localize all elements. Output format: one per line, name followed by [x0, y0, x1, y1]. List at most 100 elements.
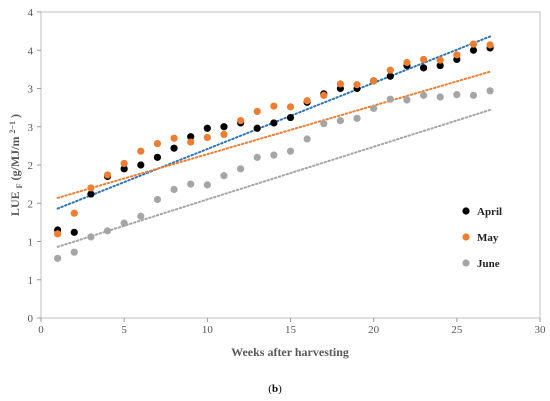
y-axis-title-subscript: F	[15, 183, 24, 188]
data-point-may	[70, 209, 78, 217]
data-point-april	[469, 46, 478, 54]
data-point-june	[253, 153, 261, 161]
data-point-june	[170, 185, 178, 194]
data-point-may	[137, 147, 145, 155]
y-tick-label: 3	[28, 122, 34, 134]
data-point-april	[419, 64, 428, 72]
data-point-may	[237, 117, 245, 125]
data-point-may	[336, 80, 344, 88]
data-point-june	[469, 91, 478, 99]
trendline-june	[56, 108, 492, 248]
x-tick-label: 10	[202, 324, 214, 336]
data-point-april	[286, 113, 295, 122]
data-point-may	[486, 41, 494, 49]
data-point-june	[137, 212, 145, 220]
y-tick-label: 2	[28, 160, 34, 172]
data-point-april	[153, 153, 162, 161]
data-point-april	[436, 61, 444, 70]
data-point-april	[386, 72, 394, 80]
data-point-may	[453, 51, 461, 59]
y-axis-title: LUE F (g/MJ/m 2−1 )	[4, 114, 25, 216]
data-point-may	[103, 171, 112, 179]
trendline-may	[56, 70, 492, 199]
data-point-june	[320, 120, 328, 128]
x-tick-label: 30	[535, 324, 547, 336]
y-axis-title-superscript: 2−1	[8, 121, 17, 134]
y-tick-label: 4	[28, 7, 34, 19]
data-point-may	[153, 139, 162, 148]
plot-frame	[40, 11, 541, 319]
data-point-may	[286, 103, 295, 111]
y-tick-label: 4	[28, 45, 34, 57]
data-point-june	[419, 91, 428, 99]
data-point-may	[170, 134, 178, 142]
data-point-may	[419, 55, 428, 64]
x-tick-label: 25	[451, 324, 463, 336]
data-point-june	[436, 93, 444, 101]
data-point-may	[253, 107, 261, 116]
x-axis: 0 5 10 15 20 25 30	[38, 318, 546, 336]
data-point-june	[120, 219, 128, 227]
data-point-june	[370, 104, 378, 112]
data-point-april	[120, 165, 128, 173]
data-point-may	[270, 102, 278, 110]
x-axis-title: Weeks after harvesting	[231, 345, 349, 359]
data-point-may	[120, 159, 128, 168]
data-point-april	[203, 124, 211, 132]
y-axis: 0 1 1 2 2 3 3 4 4	[28, 7, 41, 325]
x-tick-label: 0	[38, 324, 44, 336]
data-point-may	[370, 77, 378, 85]
data-point-june	[453, 91, 461, 99]
data-point-june	[187, 180, 195, 188]
data-point-june	[386, 95, 394, 103]
data-point-may	[386, 66, 394, 74]
data-point-june	[237, 165, 245, 173]
data-point-may	[303, 97, 311, 105]
y-axis-title-main: LUE	[8, 191, 22, 216]
data-point-june	[336, 117, 344, 125]
data-point-june	[87, 233, 95, 241]
data-point-may	[403, 58, 411, 67]
panel-label-letter: b	[272, 383, 278, 395]
panel-label-close: )	[278, 383, 282, 395]
data-point-april	[187, 133, 195, 141]
y-axis-title-close: )	[8, 114, 22, 118]
data-point-may	[436, 56, 444, 64]
data-point-june	[270, 151, 278, 159]
y-axis-title-unit: (g/MJ/m	[8, 136, 22, 180]
data-point-april	[70, 228, 78, 236]
legend-label-may: May	[477, 232, 499, 244]
y-tick-label: 3	[28, 84, 34, 96]
data-point-april	[270, 119, 278, 127]
y-tick-label: 1	[28, 275, 34, 287]
data-point-april	[87, 190, 95, 198]
data-point-may	[187, 138, 195, 146]
panel-label: (b)	[268, 383, 282, 395]
data-point-may	[320, 91, 328, 99]
data-point-may	[54, 230, 62, 238]
data-point-june	[220, 172, 228, 180]
data-point-may	[469, 40, 478, 48]
y-tick-label: 2	[28, 198, 34, 210]
data-point-may	[220, 130, 228, 138]
data-point-june	[403, 96, 411, 104]
data-point-june	[303, 135, 311, 143]
plot-area	[40, 11, 541, 319]
data-point-june	[153, 195, 162, 204]
data-point-june	[54, 254, 62, 262]
legend-marker-april	[462, 207, 470, 215]
data-point-june	[286, 147, 295, 155]
x-tick-label: 15	[285, 324, 297, 336]
y-tick-label: 0	[28, 313, 34, 325]
y-tick-label: 1	[28, 237, 34, 249]
legend-label-june: June	[477, 258, 500, 270]
legend: April May June	[462, 206, 502, 270]
legend-label-april: April	[477, 206, 502, 218]
data-point-june	[203, 181, 211, 189]
data-point-may	[353, 81, 361, 89]
panel-label-open: (	[268, 383, 272, 395]
data-point-may	[87, 184, 95, 192]
data-point-april	[253, 124, 261, 132]
data-point-june	[486, 87, 494, 95]
